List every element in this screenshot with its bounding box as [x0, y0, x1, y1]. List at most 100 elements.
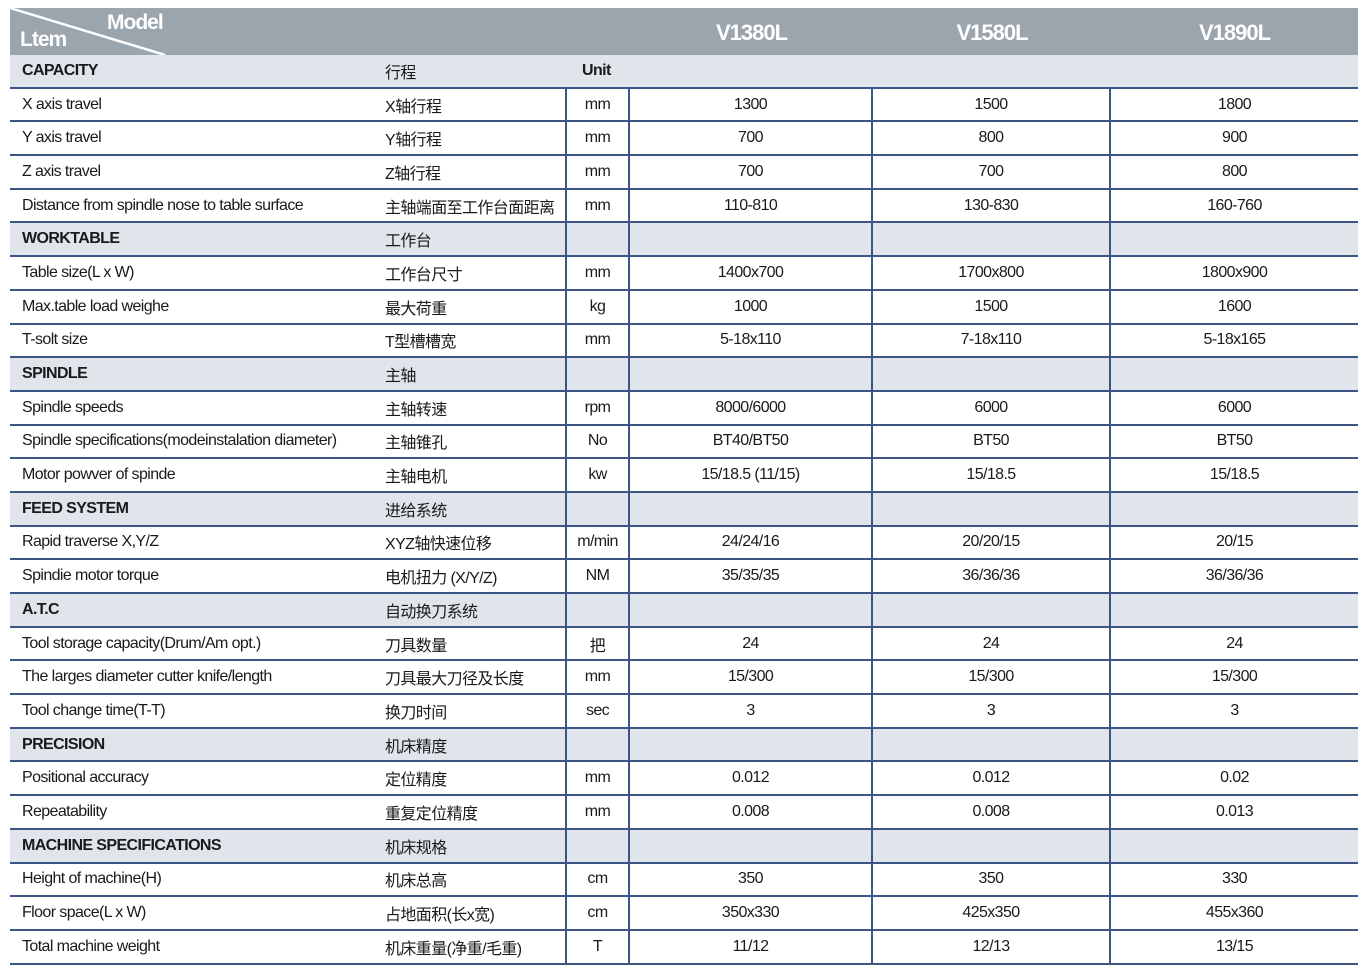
- value-model-1: [630, 829, 873, 862]
- table-row: Motor powver of spinde 主轴电机 kw 15/18.5 (11/…: [10, 459, 1358, 493]
- item-name: Positional accuracy: [22, 769, 149, 787]
- unit: mm: [565, 88, 630, 121]
- value-model-1: [630, 728, 873, 761]
- table-header: Model Ltem V1380L V1580L V1890L: [10, 8, 1358, 55]
- value-model-3: [1111, 358, 1358, 390]
- item-name-cn: 换刀时间: [385, 704, 447, 722]
- item-name: X axis travel: [22, 95, 102, 113]
- value-model-2: [873, 492, 1111, 525]
- value-model-1: [630, 223, 873, 256]
- value-model-3: 15/300: [1211, 668, 1258, 686]
- item-name-cn: 行程: [385, 64, 416, 82]
- value-model-2: BT50: [873, 425, 1111, 458]
- value-model-2: 36/36/36: [873, 560, 1111, 592]
- value-model-1: 700: [630, 122, 873, 155]
- unit: kw: [565, 459, 630, 491]
- table-row: X axis travel X轴行程 mm 1300 1500 1800: [10, 88, 1358, 123]
- value-model-3: [1111, 55, 1358, 87]
- unit: kg: [565, 290, 630, 323]
- item-name: The larges diameter cutter knife/length: [22, 668, 272, 686]
- section-row: A.T.C 自动换刀系统: [10, 594, 1358, 628]
- item-name: Max.table load weighe: [22, 297, 169, 315]
- unit: mm: [565, 661, 630, 694]
- item-name: Tool storage capacity(Drum/Am opt.): [22, 634, 261, 652]
- section-row: SPINDLE 主轴: [10, 358, 1358, 392]
- value-model-3: 1800: [1217, 95, 1252, 113]
- value-model-2: 0.008: [873, 796, 1111, 828]
- value-model-1: 110-810: [630, 189, 873, 222]
- unit: NM: [565, 560, 630, 592]
- value-model-3: 13/15: [1215, 937, 1254, 955]
- item-name-cn: 工作台: [385, 233, 432, 251]
- table-row: Spindle specifications(modeinstalation d…: [10, 425, 1358, 460]
- item-name: MACHINE SPECIFICATIONS: [22, 836, 222, 854]
- spec-table: Model Ltem V1380L V1580L V1890L CAPACITY…: [10, 8, 1358, 965]
- table-row: Height of machine(H) 机床总高 cm 350 350 330: [10, 863, 1358, 898]
- value-model-1: 3: [630, 695, 873, 727]
- table-row: T-solt size T型槽槽宽 mm 5-18x110 7-18x110 5-18x1…: [10, 324, 1358, 359]
- item-name-cn: 重复定位精度: [385, 805, 478, 823]
- value-model-2: 12/13: [873, 930, 1111, 963]
- unit: cm: [565, 897, 630, 929]
- value-model-1: 0.012: [630, 762, 873, 795]
- item-name-cn: 机床重量(净重/毛重): [385, 940, 522, 958]
- value-model-1: 350x330: [630, 897, 873, 929]
- item-name: A.T.C: [22, 600, 60, 618]
- value-model-3: 1600: [1217, 297, 1252, 315]
- model-label: Model: [107, 11, 164, 34]
- unit: m/min: [565, 526, 630, 559]
- value-model-1: 1400x700: [630, 257, 873, 289]
- item-name: CAPACITY: [22, 61, 98, 79]
- table-row: Z axis travel Z轴行程 mm 700 700 800: [10, 156, 1358, 190]
- value-model-2: 20/20/15: [873, 526, 1111, 559]
- table-row: The larges diameter cutter knife/length 刀…: [10, 661, 1358, 696]
- unit: cm: [565, 863, 630, 896]
- section-row: MACHINE SPECIFICATIONS 机床规格: [10, 829, 1358, 864]
- item-name: T-solt size: [22, 331, 88, 349]
- item-name: Floor space(L x W): [22, 904, 146, 922]
- value-model-3: 455x360: [1205, 904, 1264, 922]
- item-name-cn: T型槽槽宽: [385, 334, 456, 352]
- unit: [565, 728, 630, 761]
- item-name: PRECISION: [22, 735, 105, 753]
- value-model-3: BT50: [1216, 432, 1253, 450]
- value-model-2: 6000: [873, 391, 1111, 424]
- value-model-3: 1800x900: [1201, 263, 1268, 281]
- value-model-3: 0.02: [1220, 769, 1249, 787]
- item-name: SPINDLE: [22, 365, 88, 383]
- item-name-cn: 机床总高: [385, 873, 447, 891]
- model-header-1: V1380L: [715, 20, 788, 45]
- value-model-2: [873, 55, 1111, 87]
- item-name: Motor powver of spinde: [22, 466, 176, 484]
- value-model-2: [873, 594, 1111, 626]
- value-model-2: 24: [873, 627, 1111, 660]
- item-name-cn: 主轴转速: [385, 401, 447, 419]
- unit: rpm: [565, 391, 630, 424]
- unit: No: [565, 425, 630, 458]
- item-label: Ltem: [20, 28, 67, 51]
- value-model-1: [630, 492, 873, 525]
- unit: mm: [565, 796, 630, 828]
- value-model-2: 7-18x110: [873, 324, 1111, 357]
- item-name-cn: 主轴: [385, 368, 416, 386]
- unit: mm: [565, 324, 630, 357]
- value-model-3: [1111, 493, 1358, 525]
- value-model-3: 6000: [1217, 398, 1252, 416]
- value-model-1: 1000: [630, 290, 873, 323]
- value-model-1: [630, 594, 873, 626]
- item-name: WORKTABLE: [22, 230, 120, 248]
- value-model-1: [630, 55, 873, 87]
- value-model-1: 24: [630, 627, 873, 660]
- unit: mm: [565, 156, 630, 188]
- value-model-1: 24/24/16: [630, 526, 873, 559]
- value-model-3: [1111, 729, 1358, 761]
- value-model-3: 3: [1230, 701, 1239, 719]
- value-model-1: 700: [630, 156, 873, 188]
- value-model-3: 15/18.5: [1209, 466, 1260, 484]
- table-row: Positional accuracy 定位精度 mm 0.012 0.012 0.02: [10, 762, 1358, 797]
- section-row: WORKTABLE 工作台: [10, 223, 1358, 258]
- item-name-cn: 刀具最大刀径及长度: [385, 671, 524, 689]
- value-model-1: BT40/BT50: [630, 425, 873, 458]
- item-name: Spindle specifications(modeinstalation d…: [22, 432, 337, 450]
- item-name-cn: 机床规格: [385, 839, 447, 857]
